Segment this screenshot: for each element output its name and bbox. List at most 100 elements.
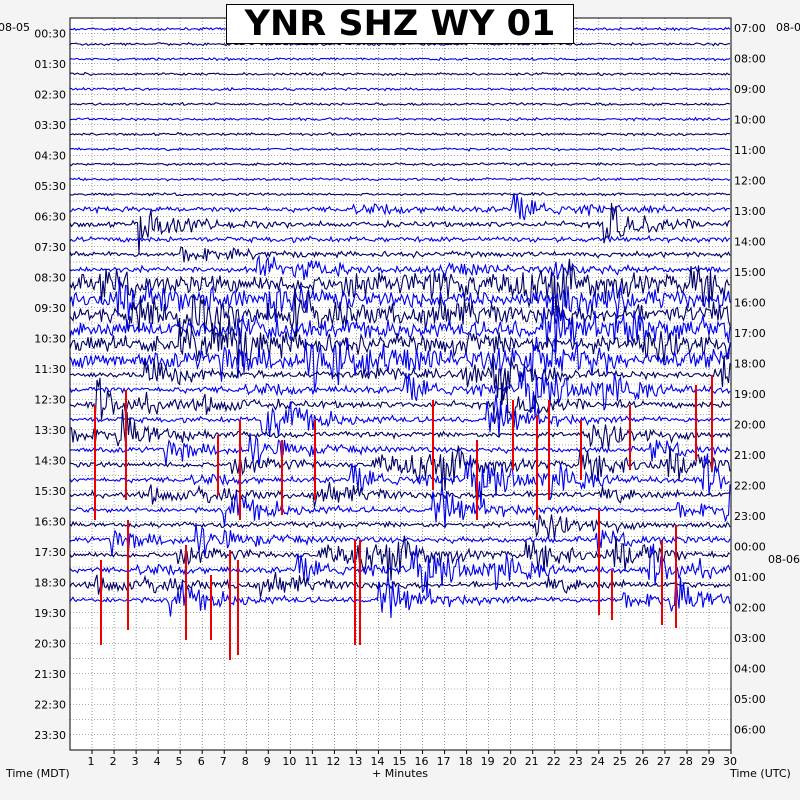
seismic-trace — [69, 162, 731, 167]
right-time-label: 05:00 — [734, 693, 766, 706]
right-time-label: 01:00 — [734, 571, 766, 584]
left-time-label: 07:30 — [34, 241, 66, 254]
minute-tick-label: 20 — [503, 755, 517, 768]
seismic-trace — [69, 514, 731, 539]
left-time-label: 01:30 — [34, 58, 66, 71]
right-time-label: 09:00 — [734, 83, 766, 96]
minute-tick-label: 22 — [547, 755, 561, 768]
minute-tick-label: 26 — [635, 755, 649, 768]
seismic-trace — [69, 535, 731, 581]
right-time-label: 12:00 — [734, 175, 766, 188]
minute-tick-label: 1 — [88, 755, 95, 768]
seismic-trace — [69, 377, 731, 425]
right-time-label: 03:00 — [734, 632, 766, 645]
seismic-trace — [69, 202, 731, 254]
left-time-label: 18:30 — [34, 576, 66, 589]
left-time-label: 16:30 — [34, 515, 66, 528]
right-time-label: 04:00 — [734, 663, 766, 676]
minute-tick-label: 14 — [370, 755, 384, 768]
seismic-trace — [69, 297, 731, 353]
minute-tick-label: 13 — [348, 755, 362, 768]
seismic-trace — [69, 523, 731, 557]
right-time-label: 20:00 — [734, 419, 766, 432]
seismic-trace — [69, 394, 731, 438]
right-axis-label: Time (UTC) — [729, 767, 791, 780]
left-time-label: 15:30 — [34, 485, 66, 498]
minute-tick-label: 15 — [393, 755, 407, 768]
seismic-trace — [69, 543, 731, 597]
right-time-label: 11:00 — [734, 144, 766, 157]
right-time-label: 19:00 — [734, 388, 766, 401]
minute-tick-label: 17 — [437, 755, 451, 768]
right-time-label: 02:00 — [734, 602, 766, 615]
right-midnight-date-label: 08-06 — [768, 553, 800, 566]
left-time-label: 09:30 — [34, 302, 66, 315]
left-date-label: 08-05 — [0, 21, 30, 34]
minute-tick-label: 5 — [176, 755, 183, 768]
minute-tick-label: 29 — [701, 755, 715, 768]
minute-tick-label: 9 — [264, 755, 271, 768]
seismic-trace — [69, 116, 731, 122]
seismic-trace — [69, 481, 731, 508]
chart-title: YNR SHZ WY 01 — [226, 4, 574, 44]
right-time-label: 14:00 — [734, 236, 766, 249]
seismic-trace — [69, 453, 731, 507]
left-time-label: 19:30 — [34, 607, 66, 620]
minute-tick-label: 8 — [242, 755, 249, 768]
left-time-label: 10:30 — [34, 332, 66, 345]
seismic-trace — [69, 355, 731, 405]
seismic-trace — [69, 445, 731, 491]
seismic-trace — [69, 131, 731, 137]
seismic-trace — [69, 574, 731, 619]
minute-tick-label: 12 — [326, 755, 340, 768]
minute-tick-label: 10 — [282, 755, 296, 768]
minute-tick-label: 4 — [154, 755, 161, 768]
left-time-label: 14:30 — [34, 454, 66, 467]
minute-tick-label: 28 — [679, 755, 693, 768]
left-time-label: 02:30 — [34, 88, 66, 101]
seismic-trace — [69, 234, 731, 244]
left-time-label: 04:30 — [34, 149, 66, 162]
left-time-label: 13:30 — [34, 424, 66, 437]
right-time-label: 22:00 — [734, 480, 766, 493]
minute-tick-label: 3 — [132, 755, 139, 768]
left-time-label: 17:30 — [34, 546, 66, 559]
minute-tick-label: 27 — [657, 755, 671, 768]
right-time-label: 18:00 — [734, 358, 766, 371]
left-time-labels: 00:30 01:30 02:30 03:30 04:30 05:30 06:30 07:30… — [34, 27, 66, 742]
minute-tick-label: 25 — [613, 755, 627, 768]
right-date-label: 08-06 — [776, 21, 800, 34]
left-time-label: 22:30 — [34, 698, 66, 711]
seismic-traces — [69, 26, 731, 660]
right-time-label: 06:00 — [734, 724, 766, 737]
seismic-trace — [69, 146, 731, 152]
left-time-label: 00:30 — [34, 27, 66, 40]
right-time-labels: 07:00 08:00 09:00 10:00 11:00 12:00 13:00 14:00… — [734, 22, 766, 737]
seismic-trace — [69, 176, 731, 182]
left-time-label: 21:30 — [34, 668, 66, 681]
right-time-label: 23:00 — [734, 510, 766, 523]
seismic-trace — [69, 191, 731, 197]
seismic-trace — [69, 288, 731, 337]
right-time-label: 15:00 — [734, 266, 766, 279]
seismic-trace — [69, 432, 731, 467]
seismic-trace — [69, 315, 731, 367]
left-time-label: 06:30 — [34, 210, 66, 223]
seismic-trace — [69, 56, 731, 62]
minute-tick-label: 18 — [459, 755, 473, 768]
left-time-label: 03:30 — [34, 119, 66, 132]
right-time-label: 16:00 — [734, 297, 766, 310]
left-time-label: 12:30 — [34, 393, 66, 406]
left-time-label: 05:30 — [34, 180, 66, 193]
seismic-trace — [69, 364, 731, 418]
seismic-trace — [69, 246, 731, 263]
right-time-label: 13:00 — [734, 205, 766, 218]
right-time-label: 07:00 — [734, 22, 766, 35]
minute-tick-label: 6 — [198, 755, 205, 768]
minute-tick-label: 11 — [304, 755, 318, 768]
right-time-label: 00:00 — [734, 541, 766, 554]
minute-tick-label: 19 — [481, 755, 495, 768]
seismic-trace — [69, 276, 731, 323]
right-time-label: 08:00 — [734, 53, 766, 66]
